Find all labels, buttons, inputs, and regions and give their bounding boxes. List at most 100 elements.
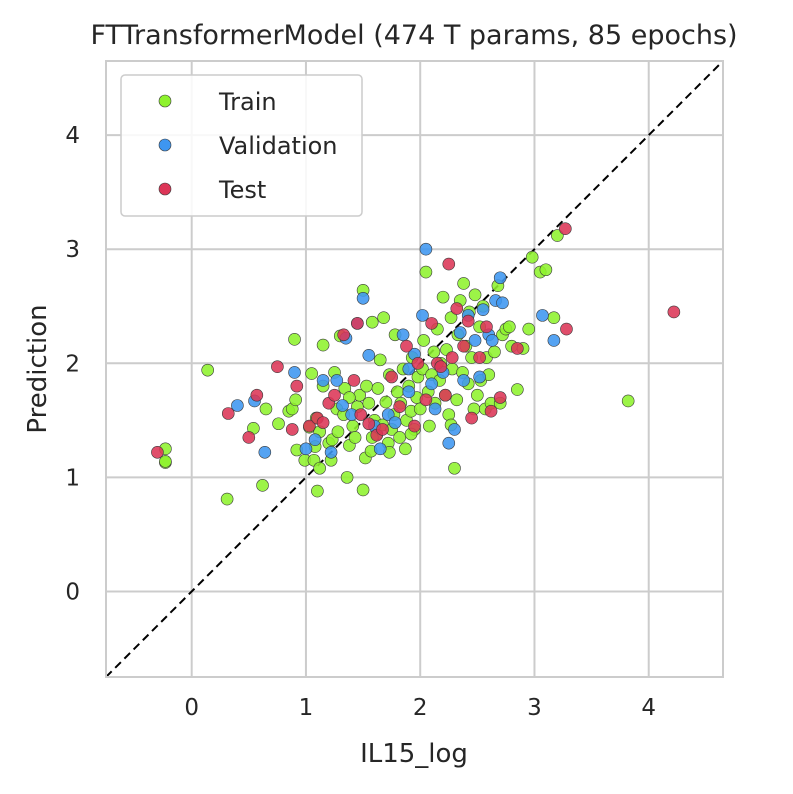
legend-label-test: Test xyxy=(218,176,266,204)
data-point-validation xyxy=(416,309,429,322)
data-point-train xyxy=(488,345,501,359)
y-tick-label: 2 xyxy=(65,351,80,377)
data-point-validation xyxy=(402,385,416,399)
data-point-validation xyxy=(547,334,561,347)
data-point-validation xyxy=(419,242,433,256)
data-point-train xyxy=(417,334,430,347)
x-tick-label: 4 xyxy=(641,695,656,721)
data-point-test xyxy=(419,393,433,407)
series-validation xyxy=(231,242,561,459)
data-point-train xyxy=(356,483,370,497)
data-point-test xyxy=(151,445,164,459)
data-point-test xyxy=(408,419,421,433)
data-point-validation xyxy=(388,416,402,429)
data-point-test xyxy=(316,416,330,429)
x-tick-labels: 0 1 2 3 4 xyxy=(184,695,656,721)
data-point-train xyxy=(362,396,376,410)
data-point-test xyxy=(442,257,456,271)
data-point-validation xyxy=(330,374,344,387)
x-axis-label: IL15_log xyxy=(360,739,468,769)
data-point-train xyxy=(450,393,464,407)
data-point-validation xyxy=(428,402,442,416)
data-point-train xyxy=(468,288,482,302)
data-point-test xyxy=(328,388,341,402)
data-point-test xyxy=(445,351,459,364)
data-point-validation xyxy=(231,399,244,412)
data-point-validation xyxy=(536,309,549,322)
data-point-validation xyxy=(468,334,482,347)
data-point-train xyxy=(371,382,385,395)
data-point-test xyxy=(439,388,452,402)
data-point-validation xyxy=(496,296,509,310)
data-point-train xyxy=(547,311,561,324)
data-point-validation xyxy=(316,374,330,387)
data-point-test xyxy=(242,431,256,444)
data-point-test xyxy=(290,379,304,393)
data-point-train xyxy=(360,379,373,393)
data-point-train xyxy=(393,431,406,444)
data-point-validation xyxy=(324,445,338,459)
y-tick-label: 4 xyxy=(65,123,80,149)
data-point-validation xyxy=(425,377,438,391)
y-tick-label: 1 xyxy=(65,465,80,491)
data-point-train xyxy=(427,345,441,359)
data-point-validation xyxy=(299,442,313,456)
data-point-validation xyxy=(448,423,461,436)
data-point-test xyxy=(560,322,573,336)
data-point-train xyxy=(272,417,285,431)
data-point-train xyxy=(331,425,345,439)
data-point-train xyxy=(423,419,436,433)
data-point-train xyxy=(471,388,484,402)
data-point-validation xyxy=(396,328,410,342)
data-point-test xyxy=(347,374,361,387)
chart-title: FTTransformerModel (474 T params, 85 epo… xyxy=(90,20,737,51)
data-point-validation xyxy=(308,433,322,447)
data-point-validation xyxy=(362,349,376,362)
data-point-test xyxy=(465,411,478,425)
data-point-test xyxy=(285,423,299,436)
data-point-train xyxy=(525,250,539,264)
legend-items: Train Validation Test xyxy=(158,88,338,204)
legend-frame xyxy=(120,74,363,217)
data-point-train xyxy=(348,431,362,444)
data-point-train xyxy=(511,383,524,396)
data-point-train xyxy=(220,492,234,506)
data-point-train xyxy=(305,367,318,380)
data-point-validation xyxy=(258,445,272,459)
data-point-train xyxy=(259,402,273,416)
data-point-train xyxy=(316,338,330,352)
data-point-validation xyxy=(373,442,387,456)
data-point-train xyxy=(442,408,456,421)
data-point-test xyxy=(393,400,406,413)
data-point-validation xyxy=(473,370,486,384)
data-point-train xyxy=(311,484,324,498)
data-point-train xyxy=(503,320,516,334)
data-points xyxy=(151,222,681,506)
data-point-train xyxy=(373,353,387,367)
data-point-train xyxy=(522,322,536,336)
data-point-train xyxy=(419,265,433,279)
y-axis-label: Prediction xyxy=(23,304,53,433)
data-point-test xyxy=(473,351,486,364)
y-tick-labels: 0 1 2 3 4 xyxy=(65,123,80,605)
legend-marker-validation xyxy=(158,138,172,152)
data-point-test xyxy=(337,328,350,342)
data-point-train xyxy=(343,391,356,404)
data-point-train xyxy=(340,471,354,484)
data-point-train xyxy=(448,461,461,475)
data-point-test xyxy=(376,423,389,436)
data-point-validation xyxy=(457,374,470,387)
data-point-validation xyxy=(493,271,507,285)
data-point-train xyxy=(256,479,269,492)
data-point-validation xyxy=(336,399,349,412)
data-point-test xyxy=(434,360,448,374)
data-point-train xyxy=(391,385,404,399)
data-point-test xyxy=(493,391,507,404)
data-point-test xyxy=(450,302,464,315)
data-point-test xyxy=(385,370,398,384)
legend-marker-test xyxy=(158,182,172,196)
series-test xyxy=(151,222,681,459)
x-tick-label: 3 xyxy=(527,695,542,721)
data-point-validation xyxy=(288,366,301,379)
data-point-test xyxy=(480,320,493,334)
